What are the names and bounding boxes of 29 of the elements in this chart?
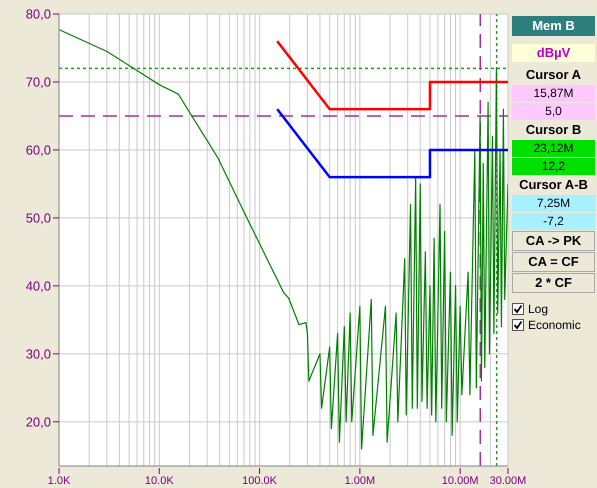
x-tick-label: 1.00M	[344, 475, 376, 487]
x-tick-label: 10.0K	[144, 475, 174, 487]
text: 2 * CF	[512, 273, 595, 293]
x-tick-label: 1.0K	[48, 475, 71, 487]
x-tick-label: 100.0K	[242, 475, 278, 487]
y-tick-label: 80,0	[26, 6, 51, 22]
text: 7,25M	[512, 195, 595, 212]
text: CA -> PK	[512, 231, 595, 251]
text: 15,87M	[512, 85, 595, 102]
y-tick-label: 70,0	[26, 74, 51, 90]
text: Cursor A	[512, 66, 595, 84]
text: dBµV	[512, 44, 595, 62]
text: Economic	[528, 318, 581, 332]
y-tick-label: 50,0	[26, 210, 51, 226]
text: 5,0	[512, 103, 595, 120]
x-tick-label: 30.00M	[490, 475, 526, 487]
x-tick-label: 10.00M	[442, 475, 478, 487]
text: CA = CF	[512, 252, 595, 272]
text: Cursor A-B	[512, 176, 595, 194]
text: Cursor B	[512, 121, 595, 139]
y-tick-label: 30,0	[26, 346, 51, 362]
y-tick-label: 40,0	[26, 278, 51, 294]
text: -7,2	[512, 213, 595, 230]
y-tick-label: 60,0	[26, 142, 51, 158]
text: Mem B	[512, 16, 595, 36]
y-tick-label: 20,0	[26, 414, 51, 430]
text: 12,2	[512, 158, 595, 175]
text: Log	[528, 302, 548, 316]
text: 23,12M	[512, 140, 595, 157]
